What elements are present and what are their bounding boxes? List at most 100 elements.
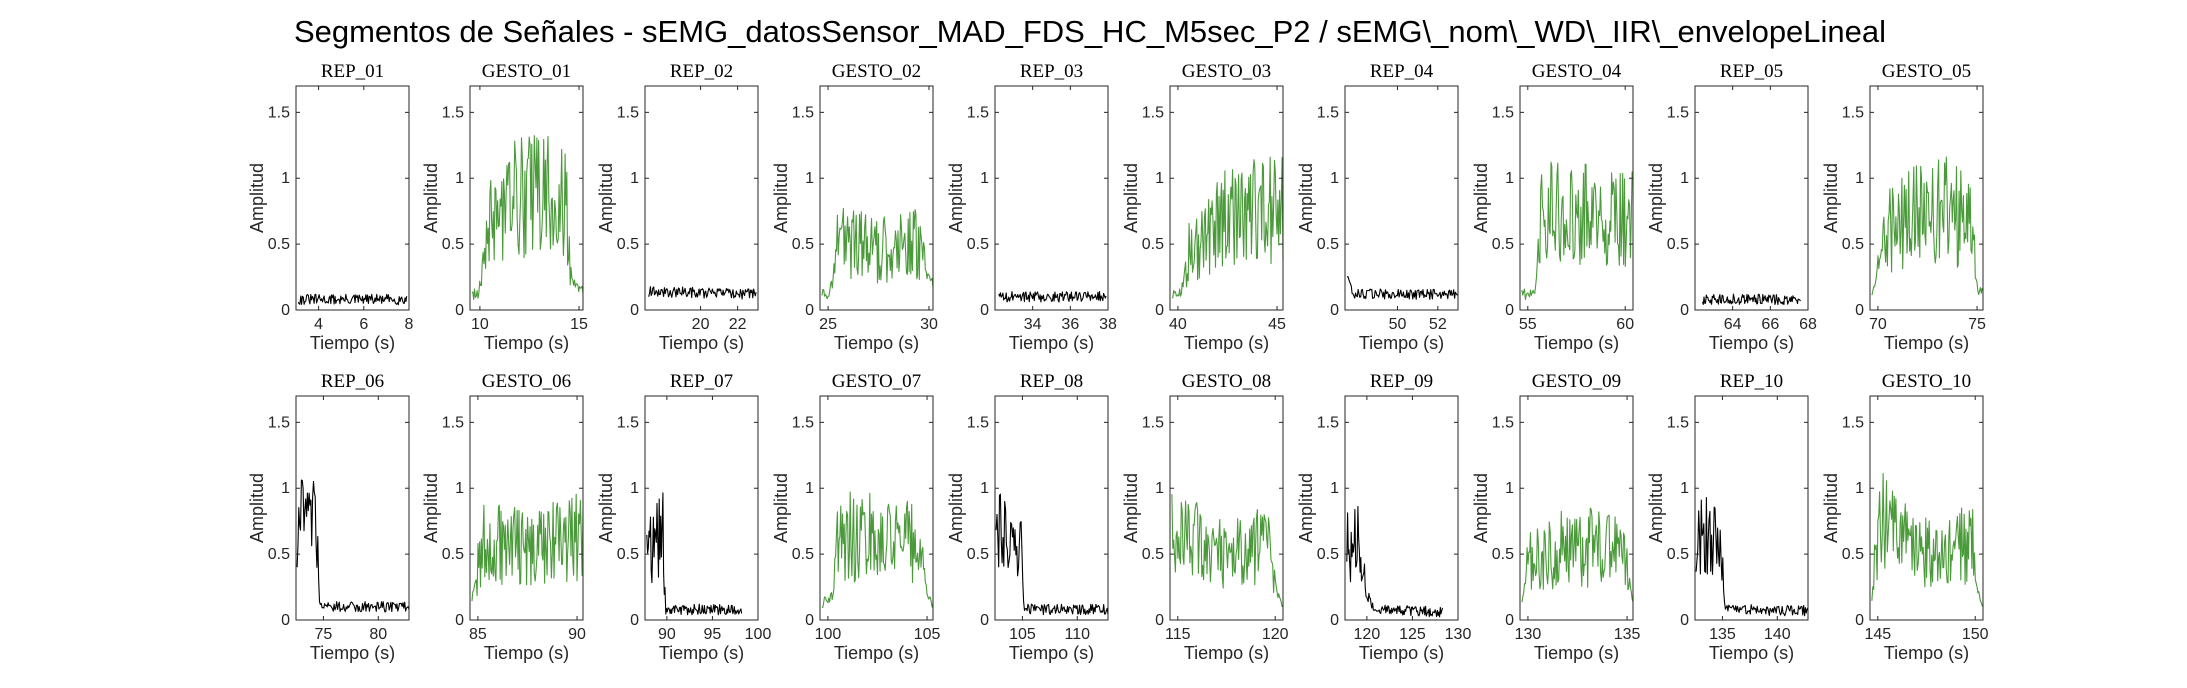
y-tick-label: 0.5 bbox=[617, 546, 639, 563]
y-tick-label: 1.5 bbox=[617, 104, 639, 121]
x-tick-label: 135 bbox=[1709, 626, 1736, 643]
y-axis-label: Amplitud bbox=[946, 163, 966, 233]
axes-box-rep-06 bbox=[295, 395, 410, 621]
subplot-title: REP_08 bbox=[1020, 371, 1083, 392]
x-axis-label: Tiempo (s) bbox=[484, 643, 569, 663]
y-tick-label: 0.5 bbox=[1667, 236, 1689, 253]
x-tick-label: 6 bbox=[359, 316, 368, 333]
y-tick-label: 1 bbox=[1855, 480, 1864, 497]
y-tick-label: 1 bbox=[1680, 480, 1689, 497]
x-axis-label: Tiempo (s) bbox=[659, 333, 744, 353]
y-tick-label: 1.5 bbox=[442, 414, 464, 431]
signal-line-gesto-02 bbox=[821, 207, 934, 300]
y-tick-label: 0.5 bbox=[1317, 236, 1339, 253]
subplot-title: REP_09 bbox=[1370, 371, 1433, 392]
x-tick-label: 95 bbox=[704, 626, 722, 643]
x-tick-label: 60 bbox=[1616, 316, 1634, 333]
x-tick-label: 125 bbox=[1399, 626, 1426, 643]
subplot-gesto-06: 0 0.5 1 1.5 85 90 GESTO_06 Tiempo (s) Amplitud bbox=[421, 371, 586, 663]
y-tick-label: 1 bbox=[1330, 480, 1339, 497]
x-tick-label: 130 bbox=[1445, 626, 1472, 643]
y-tick-label: 0 bbox=[1155, 302, 1164, 319]
y-tick-label: 1 bbox=[630, 480, 639, 497]
y-tick-label: 1 bbox=[281, 480, 290, 497]
y-axis-label: Amplitud bbox=[247, 163, 267, 233]
x-tick-label: 45 bbox=[1268, 316, 1286, 333]
subplot-gesto-03: 0 0.5 1 1.5 40 45 GESTO_03 Tiempo (s) Amplitud bbox=[1121, 61, 1286, 353]
y-tick-label: 0 bbox=[1505, 302, 1514, 319]
x-tick-label: 52 bbox=[1429, 316, 1447, 333]
subplot-title: REP_10 bbox=[1720, 371, 1783, 392]
y-tick-label: 0 bbox=[281, 612, 290, 629]
y-axis-label: Amplitud bbox=[946, 473, 966, 543]
y-tick-label: 1.5 bbox=[1492, 104, 1514, 121]
subplot-gesto-04: 0 0.5 1 1.5 55 60 GESTO_04 Tiempo (s) Amplitud bbox=[1471, 61, 1634, 353]
subplot-gesto-02: 0 0.5 1 1.5 25 30 GESTO_02 Tiempo (s) Amplitud bbox=[771, 61, 938, 353]
axes-box-rep-02 bbox=[644, 85, 759, 311]
subplot-title: GESTO_07 bbox=[832, 371, 921, 392]
x-axis-label: Tiempo (s) bbox=[1184, 333, 1269, 353]
y-tick-label: 1 bbox=[1505, 480, 1514, 497]
x-axis-label: Tiempo (s) bbox=[1884, 333, 1969, 353]
y-tick-label: 1.5 bbox=[1842, 414, 1864, 431]
signal-line-rep-02 bbox=[648, 286, 757, 300]
x-axis-label: Tiempo (s) bbox=[1709, 643, 1794, 663]
x-tick-label: 15 bbox=[570, 316, 588, 333]
subplot-rep-09: 0 0.5 1 1.5 120 125 130 REP_09 Tiempo (s) Amplitu… bbox=[1296, 371, 1471, 663]
signal-line-gesto-07 bbox=[821, 491, 934, 609]
x-tick-label: 34 bbox=[1024, 316, 1042, 333]
y-tick-label: 0.5 bbox=[1317, 546, 1339, 563]
signal-line-rep-04 bbox=[1346, 276, 1459, 300]
subplot-title: GESTO_06 bbox=[482, 371, 571, 392]
y-tick-label: 0 bbox=[281, 302, 290, 319]
y-tick-label: 1.5 bbox=[1142, 414, 1164, 431]
subplot-title: REP_07 bbox=[670, 371, 733, 392]
y-axis-label: Amplitud bbox=[247, 473, 267, 543]
x-tick-label: 75 bbox=[1968, 316, 1986, 333]
axes-box-rep-04 bbox=[1344, 85, 1459, 311]
x-axis-label: Tiempo (s) bbox=[484, 333, 569, 353]
y-axis-label: Amplitud bbox=[421, 163, 441, 233]
signal-line-gesto-08 bbox=[1171, 494, 1284, 608]
y-tick-label: 1 bbox=[1155, 170, 1164, 187]
subplot-rep-08: 0 0.5 1 1.5 105 110 REP_08 Tiempo (s) Amplitud bbox=[946, 371, 1109, 663]
x-axis-label: Tiempo (s) bbox=[1184, 643, 1269, 663]
y-tick-label: 0.5 bbox=[1492, 236, 1514, 253]
y-axis-label: Amplitud bbox=[1121, 473, 1141, 543]
x-tick-label: 110 bbox=[1065, 626, 1091, 643]
subplot-rep-02: 0 0.5 1 1.5 20 22 REP_02 Tiempo (s) Amplitud bbox=[596, 61, 759, 353]
axes-box-gesto-03 bbox=[1169, 85, 1284, 311]
y-tick-label: 1.5 bbox=[1842, 104, 1864, 121]
subplot-rep-07: 0 0.5 1 1.5 90 95 100 REP_07 Tiempo (s) Amplitud bbox=[596, 371, 771, 663]
subplot-rep-04: 0 0.5 1 1.5 50 52 REP_04 Tiempo (s) Amplitud bbox=[1296, 61, 1459, 353]
y-axis-label: Amplitud bbox=[1296, 473, 1316, 543]
y-tick-label: 1.5 bbox=[1492, 414, 1514, 431]
x-tick-label: 115 bbox=[1165, 626, 1191, 643]
x-tick-label: 40 bbox=[1169, 316, 1187, 333]
y-tick-label: 1 bbox=[1330, 170, 1339, 187]
subplot-title: GESTO_01 bbox=[482, 61, 571, 82]
subplot-title: REP_01 bbox=[321, 61, 384, 82]
subplot-rep-03: 0 0.5 1 1.5 34 36 38 REP_03 Tiempo (s) Amplitud bbox=[946, 61, 1117, 353]
axes-box-gesto-07 bbox=[819, 395, 934, 621]
y-axis-label: Amplitud bbox=[771, 473, 791, 543]
y-tick-label: 1 bbox=[805, 480, 814, 497]
y-tick-label: 0 bbox=[1680, 302, 1689, 319]
y-axis-label: Amplitud bbox=[1296, 163, 1316, 233]
y-tick-label: 0 bbox=[1680, 612, 1689, 629]
y-tick-label: 1.5 bbox=[1317, 104, 1339, 121]
x-axis-label: Tiempo (s) bbox=[659, 643, 744, 663]
axes-box-rep-05 bbox=[1694, 85, 1809, 311]
subplot-gesto-07: 0 0.5 1 1.5 100 105 GESTO_07 Tiempo (s) Amplitud bbox=[771, 371, 940, 663]
y-tick-label: 0 bbox=[1155, 612, 1164, 629]
x-axis-label: Tiempo (s) bbox=[1534, 643, 1619, 663]
signal-line-rep-07 bbox=[646, 492, 743, 616]
y-tick-label: 0 bbox=[630, 612, 639, 629]
subplot-title: GESTO_02 bbox=[832, 61, 921, 82]
x-axis-label: Tiempo (s) bbox=[1534, 333, 1619, 353]
y-tick-label: 0 bbox=[1855, 302, 1864, 319]
x-tick-label: 100 bbox=[745, 626, 772, 643]
subplot-title: GESTO_08 bbox=[1182, 371, 1271, 392]
y-axis-label: Amplitud bbox=[596, 473, 616, 543]
subplot-gesto-01: 0 0.5 1 1.5 10 15 GESTO_01 Tiempo (s) Amplitud bbox=[421, 61, 588, 353]
